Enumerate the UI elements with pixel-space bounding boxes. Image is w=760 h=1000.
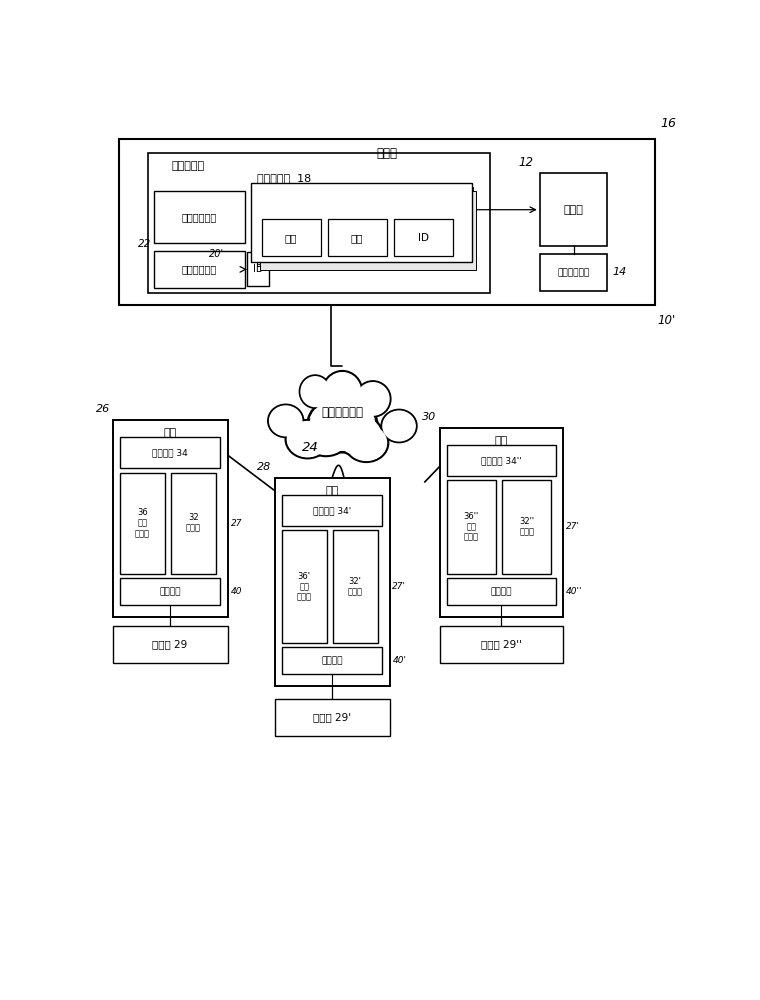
Text: 22: 22	[138, 239, 151, 249]
Text: 10': 10'	[657, 314, 676, 327]
Text: 控制: 控制	[351, 233, 363, 243]
Text: 用户界面 34: 用户界面 34	[152, 448, 188, 457]
Text: 用户界面 34': 用户界面 34'	[313, 506, 351, 515]
Text: 传感器数据  18: 传感器数据 18	[257, 173, 312, 183]
Text: 27: 27	[230, 519, 242, 528]
Text: 36'
数据
存储部: 36' 数据 存储部	[296, 572, 312, 602]
Text: 40'': 40''	[566, 587, 583, 596]
Text: 26: 26	[96, 404, 109, 414]
Text: 32'
处理器: 32' 处理器	[347, 577, 363, 596]
Bar	[540, 173, 607, 246]
Text: 用户界面 34'': 用户界面 34''	[481, 456, 522, 465]
Bar	[261, 219, 321, 256]
Ellipse shape	[308, 397, 377, 452]
Text: 广域通信网络: 广域通信网络	[321, 406, 363, 419]
Bar	[394, 219, 452, 256]
Bar	[251, 183, 472, 262]
Bar	[254, 183, 470, 262]
Bar	[274, 478, 389, 686]
Bar	[447, 445, 556, 476]
Bar	[540, 254, 607, 291]
Ellipse shape	[268, 405, 303, 437]
Bar	[328, 219, 387, 256]
Bar	[282, 647, 382, 674]
Bar	[154, 251, 245, 288]
Ellipse shape	[325, 373, 360, 411]
Text: 通信接口: 通信接口	[491, 587, 512, 596]
Ellipse shape	[344, 424, 388, 462]
Text: 手机: 手机	[163, 428, 177, 438]
Bar	[154, 191, 245, 243]
Ellipse shape	[323, 371, 362, 412]
Text: 40': 40'	[392, 656, 407, 665]
Ellipse shape	[356, 383, 389, 415]
Text: 广域通信接口: 广域通信接口	[557, 268, 590, 277]
Bar	[282, 495, 382, 526]
Text: 36
数据
存储部: 36 数据 存储部	[135, 508, 150, 538]
Bar	[439, 626, 563, 663]
Text: 24: 24	[302, 441, 318, 454]
Bar	[112, 420, 227, 617]
Ellipse shape	[270, 406, 302, 436]
Bar	[120, 473, 165, 574]
Ellipse shape	[301, 377, 329, 407]
Text: 传感器 29: 传感器 29	[153, 639, 188, 649]
Text: 36''
数据
存储部: 36'' 数据 存储部	[464, 512, 479, 542]
Bar	[120, 578, 220, 605]
Text: 12: 12	[519, 156, 534, 169]
Ellipse shape	[310, 399, 375, 450]
Ellipse shape	[383, 411, 415, 441]
Text: 30: 30	[423, 412, 436, 422]
Text: 第一校准数据: 第一校准数据	[182, 212, 217, 222]
Text: ID: ID	[253, 264, 264, 274]
Bar	[112, 626, 227, 663]
Ellipse shape	[286, 420, 329, 458]
Text: 手机: 手机	[495, 436, 508, 446]
Text: 14: 14	[612, 267, 626, 277]
Bar	[447, 480, 496, 574]
Bar	[282, 530, 327, 643]
Text: 28: 28	[258, 462, 272, 472]
Bar	[447, 578, 556, 605]
Text: 第二校准数据: 第二校准数据	[182, 264, 217, 274]
Ellipse shape	[337, 417, 381, 454]
Ellipse shape	[347, 425, 387, 460]
Text: 通信接口: 通信接口	[321, 656, 343, 665]
Text: 27': 27'	[566, 522, 580, 531]
Bar	[148, 153, 489, 293]
Text: 32
处理器: 32 处理器	[185, 513, 201, 533]
Text: 40: 40	[230, 587, 242, 596]
Bar	[119, 139, 654, 305]
Ellipse shape	[382, 410, 416, 442]
Ellipse shape	[300, 376, 331, 408]
Ellipse shape	[304, 417, 348, 454]
Text: 16: 16	[660, 117, 676, 130]
Bar	[260, 191, 476, 270]
Ellipse shape	[287, 422, 328, 457]
Text: 通信接口: 通信接口	[160, 587, 181, 596]
Text: 数据存储部: 数据存储部	[172, 161, 204, 171]
Text: 27': 27'	[392, 582, 407, 591]
Bar	[274, 699, 389, 736]
Bar	[171, 473, 216, 574]
Ellipse shape	[334, 415, 383, 456]
Ellipse shape	[302, 415, 350, 456]
Bar	[333, 530, 378, 643]
Text: 32''
处理器: 32'' 处理器	[519, 517, 534, 537]
Text: 程度: 程度	[285, 233, 297, 243]
Text: 控制器: 控制器	[564, 205, 584, 215]
Bar	[502, 480, 552, 574]
Text: 服务器: 服务器	[376, 147, 397, 160]
Bar	[439, 428, 563, 617]
Text: ID: ID	[417, 233, 429, 243]
Text: 传感器 29'': 传感器 29''	[481, 639, 522, 649]
Bar	[247, 252, 269, 286]
Text: 传感器 29': 传感器 29'	[313, 713, 351, 723]
Bar	[120, 437, 220, 468]
Text: 20': 20'	[209, 249, 223, 259]
Bar	[257, 187, 473, 266]
Ellipse shape	[356, 381, 391, 416]
Text: 手机: 手机	[325, 486, 339, 496]
